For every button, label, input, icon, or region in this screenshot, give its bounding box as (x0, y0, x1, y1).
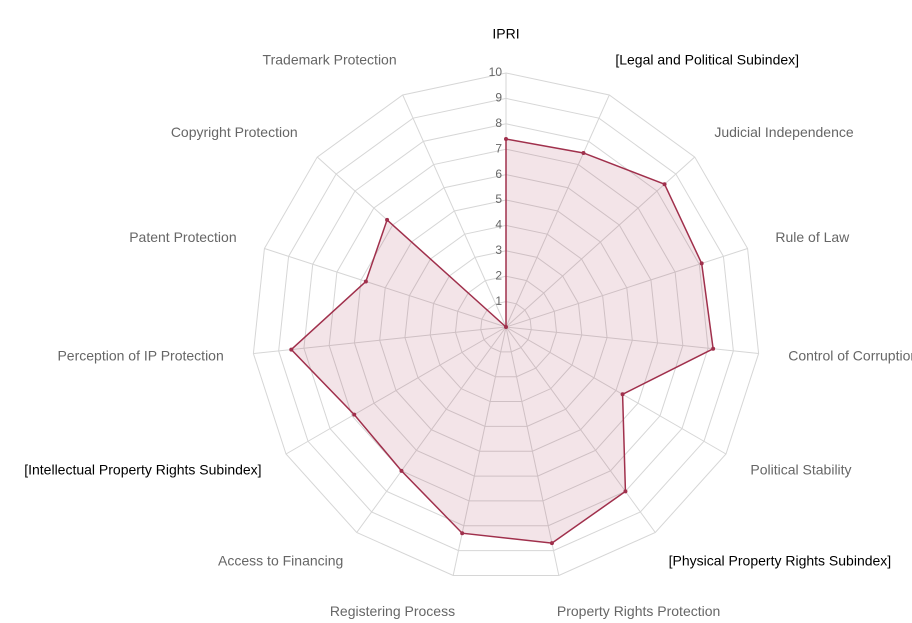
spoke (505, 326, 656, 533)
spoke (356, 326, 507, 533)
tick-label: 4 (495, 218, 502, 232)
category-label: Rule of Law (775, 229, 850, 245)
spoke (505, 326, 560, 576)
category-label: [Intellectual Property Rights Subindex] (24, 462, 261, 478)
spoke (285, 326, 507, 455)
spoke (402, 94, 507, 328)
category-label: [Physical Property Rights Subindex] (669, 553, 892, 569)
series-point (549, 541, 554, 546)
grid-ring (303, 123, 709, 527)
series-area (290, 138, 714, 544)
series-point (504, 325, 508, 329)
grid-ring (429, 250, 583, 403)
grid-ring (404, 224, 608, 427)
grid-ring (252, 72, 760, 576)
category-label: Perception of IP Protection (57, 347, 223, 363)
spoke (505, 326, 727, 455)
grid-ring (353, 174, 659, 477)
spoke (253, 326, 507, 355)
category-label: Judicial Independence (714, 124, 854, 140)
category-label: Control of Corruption (788, 347, 912, 363)
series-point (623, 489, 628, 494)
tick-label: 9 (495, 91, 502, 105)
category-label: Registering Process (330, 603, 455, 619)
spoke (264, 248, 507, 328)
spoke (505, 248, 748, 328)
series-point (581, 150, 586, 155)
category-label: [Legal and Political Subindex] (615, 52, 799, 68)
tick-label: 5 (495, 192, 502, 206)
series-point (699, 261, 704, 266)
category-label: Property Rights Protection (557, 603, 720, 619)
grid-ring (278, 97, 734, 552)
series-point (352, 412, 357, 417)
spoke (505, 94, 610, 328)
series-point (711, 346, 716, 351)
category-label: Access to Financing (218, 553, 343, 569)
series-point (662, 182, 667, 187)
grid-ring (379, 199, 633, 452)
tick-label: 3 (495, 243, 502, 257)
tick-label: 7 (495, 141, 502, 155)
series-point (620, 392, 625, 397)
grid-ring (480, 301, 532, 353)
grid-ring (328, 148, 684, 502)
series-point (363, 279, 368, 284)
tick-label: 2 (495, 268, 502, 282)
series-point (460, 531, 465, 536)
tick-label: 8 (495, 116, 502, 130)
tick-label: 6 (495, 167, 502, 181)
category-label: Copyright Protection (171, 124, 298, 140)
series-point (289, 347, 294, 352)
tick-label: 1 (495, 294, 502, 308)
category-label: Trademark Protection (263, 52, 397, 68)
grid-ring (454, 275, 558, 378)
category-label: IPRI (492, 26, 519, 42)
category-label: Patent Protection (129, 229, 236, 245)
series-point (504, 137, 508, 142)
category-label: Political Stability (750, 462, 851, 478)
tick-label: 10 (489, 65, 503, 79)
spoke (505, 326, 759, 355)
series-point (385, 217, 390, 222)
series-point (399, 468, 404, 473)
